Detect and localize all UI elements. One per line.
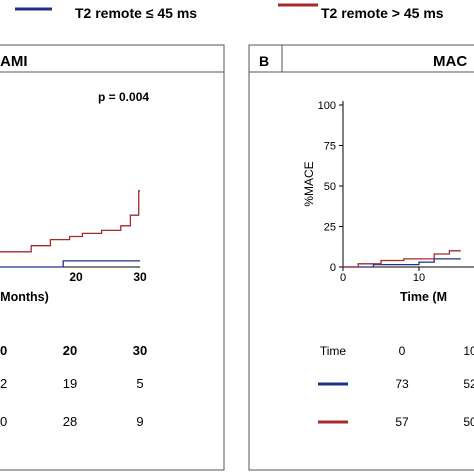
panel-a-series-line-1 <box>0 190 140 253</box>
panel-b-x-tick-label: 0 <box>340 272 346 284</box>
panel-b-table-cell: 57 <box>395 415 409 429</box>
legend-label-blue: T2 remote ≤ 45 ms <box>75 5 197 21</box>
panel-b-table-cell: 73 <box>395 377 409 391</box>
panel-b-risk-table: Time 0 10 73 52 57 50 <box>318 344 474 429</box>
panel-b-y-tick-label: 50 <box>324 181 336 193</box>
panel-a-frame <box>0 44 225 471</box>
panel-b-table-header-cell: 0 <box>399 344 406 358</box>
panel-b-y-label: %MACE <box>302 161 316 206</box>
panel-b-table-cell: 50 <box>463 415 474 429</box>
panel-a-table-header-cell: 20 <box>63 343 77 358</box>
panel-a-table-cell: 28 <box>63 414 77 429</box>
panel-a-x-ticks: 20 30 <box>69 270 147 284</box>
panel-b-y-ticks: 0 25 50 75 100 <box>318 100 343 274</box>
panel-b-letter: B <box>259 53 269 69</box>
panel-b-x-ticks: 0 10 <box>340 267 425 284</box>
panel-a-table-header-cell: 30 <box>133 343 147 358</box>
panel-a-risk-table: 10 20 30 52 19 5 60 28 9 <box>0 343 147 429</box>
panel-b-frame <box>248 44 474 471</box>
panel-b-x-label: Time (M <box>400 290 447 304</box>
panel-a-table-cell: 5 <box>136 376 143 391</box>
panel-b-series-line-1 <box>343 250 461 268</box>
panel-b-y-tick-label: 25 <box>324 222 336 234</box>
panel-b-table-cell: 52 <box>463 377 474 391</box>
p-value: p = 0.004 <box>98 90 149 104</box>
panel-a-x-label: (Months) <box>0 290 49 304</box>
panel-b-title: MAC <box>433 53 467 70</box>
panel-b-x-tick-label: 10 <box>413 272 425 284</box>
panel-a-title: AMI <box>0 53 28 70</box>
legend-label-red: T2 remote > 45 ms <box>321 5 444 21</box>
panel-a-series-line-0 <box>0 260 140 268</box>
panel-a-table-cell: 9 <box>136 414 143 429</box>
legend: T2 remote ≤ 45 ms T2 remote > 45 ms <box>15 3 444 21</box>
panel-a-table-header-cell: 10 <box>0 343 7 358</box>
panel-a-table-cell: 19 <box>63 376 77 391</box>
panel-b-table-header-cell: Time <box>320 344 347 358</box>
panel-b-y-tick-label: 75 <box>324 141 336 153</box>
panel-a-table-cell: 52 <box>0 376 7 391</box>
panel-b-y-tick-label: 100 <box>318 100 336 112</box>
panel-b-table-header-cell: 10 <box>463 344 474 358</box>
panel-a-x-tick-label: 30 <box>133 270 147 284</box>
panel-a-x-tick-label: 20 <box>69 270 83 284</box>
panel-b-series <box>343 250 461 268</box>
panel-a-table-cell: 60 <box>0 414 7 429</box>
panel-a-series <box>0 190 140 268</box>
panel-b-y-tick-label: 0 <box>330 262 336 274</box>
